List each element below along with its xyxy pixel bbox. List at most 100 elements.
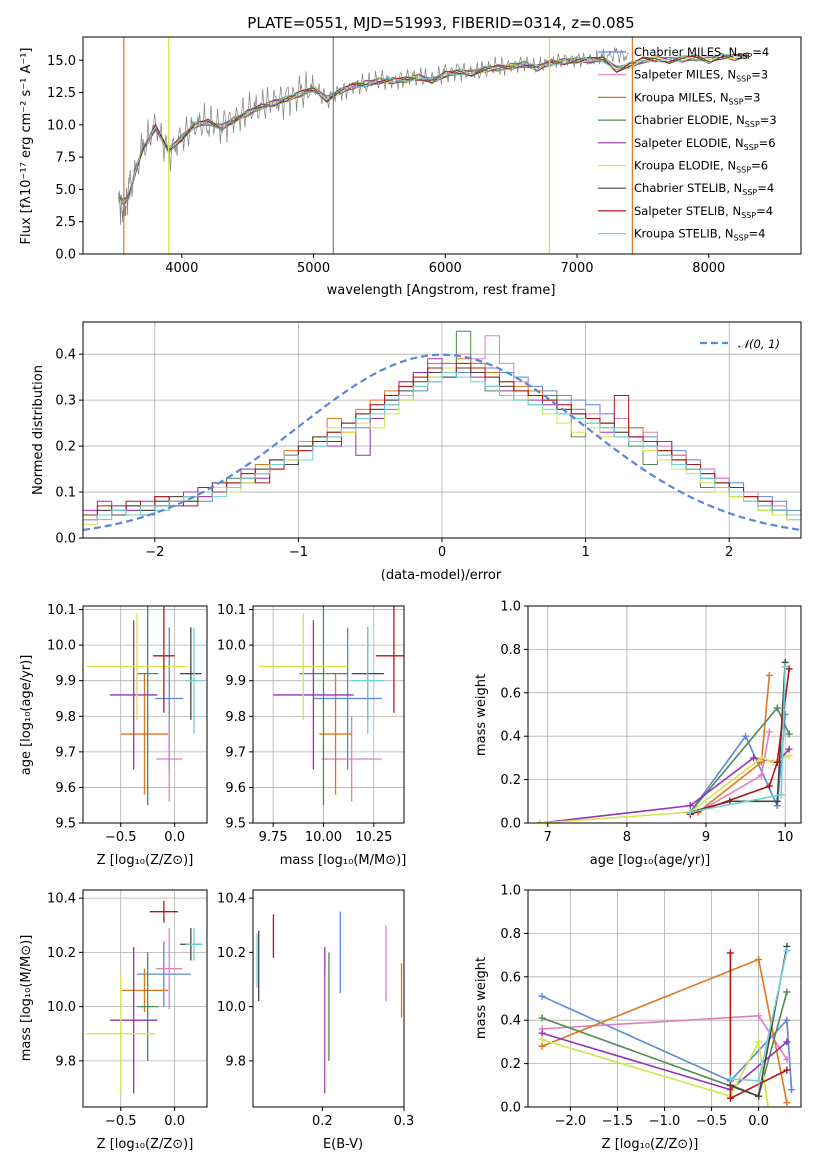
x-tick-label: −0.5 [105, 1114, 137, 1129]
mass-weight-line [541, 995, 793, 1090]
legend-entry: Kroupa MILES, NSSP=3 [634, 90, 760, 106]
y-tick-label: 15.0 [47, 54, 76, 69]
mass-weight-marker [788, 1086, 796, 1094]
y-tick-label: 9.7 [55, 745, 76, 760]
x-tick-label: −1.5 [602, 1114, 634, 1129]
mass-weight-marker [781, 663, 789, 671]
x-tick-label: −2.0 [555, 1114, 587, 1129]
residuals-ylabel: Normed distribution [31, 365, 46, 495]
mass-weight-vs-age-panel: age [log₁₀(age/yr)] mass weight [474, 674, 710, 868]
y-tick-label: 9.6 [55, 781, 76, 796]
mass-weight-marker [764, 1103, 772, 1107]
mass-weight-marker [773, 758, 781, 766]
residuals-axes-frame [82, 321, 802, 539]
x-tick-label: −1 [289, 545, 308, 560]
spectrum-ylabel: Flux [fλ10⁻¹⁷ erg cm⁻² s⁻¹ A⁻¹] [19, 48, 34, 245]
y-tick-label: 9.9 [225, 674, 246, 689]
y-tick-label: 0.0 [500, 1101, 521, 1116]
residual-histogram [83, 362, 801, 538]
y-tick-label: 12.5 [47, 86, 76, 101]
mass_weight_vs_age-marks [536, 658, 793, 823]
y-tick-label: 2.5 [55, 215, 76, 230]
mass-weight-marker [538, 1014, 546, 1022]
x-tick-label: −0.5 [696, 1114, 728, 1129]
mass-weight-marker [755, 1012, 763, 1020]
y-tick-label: 1.0 [500, 600, 521, 615]
x-tick-label: 0.0 [164, 1114, 185, 1129]
age-mass-xlabel: mass [log₁₀(M/M⊙)] [280, 853, 407, 868]
mass-weight-marker [773, 704, 781, 712]
y-tick-label: 10.2 [217, 946, 246, 961]
legend-entry: Chabrier MILES, NSSP=4 [634, 45, 769, 61]
age_vs_Z-plot: −0.5 0.0 9.5 9.6 9.7 9.8 9.9 10.0 10.1 [47, 603, 208, 845]
mass-weight-marker [536, 819, 544, 823]
x-tick-label: 0.2 [312, 1114, 333, 1129]
mass-weight-marker [785, 730, 793, 738]
x-tick-label: 7 [544, 830, 552, 845]
y-tick-label: 9.6 [225, 781, 246, 796]
legend-entry: Salpeter ELODIE, NSSP=6 [634, 136, 776, 152]
residual-histogram [83, 372, 801, 538]
mass-z-xlabel: Z [log₁₀(Z/Z⊙)] [97, 1137, 194, 1152]
mass-weight-marker [755, 1092, 763, 1100]
y-tick-label: 9.8 [55, 710, 76, 725]
mass_vs_ebv-marks [256, 911, 403, 1094]
mass_weight_vs_age-plot: 7 8 9 10 0.0 0.2 0.4 0.6 0.8 1.0 [500, 600, 802, 845]
data-spectrum-line [118, 47, 629, 225]
x-tick-label: −2 [145, 545, 164, 560]
mass-vs-ebv-panel: E(B-V) [323, 1137, 363, 1152]
mass-weight-marker [538, 1042, 546, 1050]
spectrum-plot: 4000 5000 6000 7000 8000 0.0 2.5 5.0 7.5 10.0 12.5… [47, 36, 802, 276]
y-tick-label: 9.7 [225, 745, 246, 760]
x-tick-label: 4000 [165, 261, 198, 276]
residuals-marks [83, 330, 801, 538]
mass-weight-marker [757, 754, 765, 762]
age-vs-mass-panel: mass [log₁₀(M/M⊙)] [280, 853, 407, 868]
mass-weight-marker [538, 1029, 546, 1037]
age_vs_mass-plot: 9.75 10.00 10.25 9.5 9.6 9.7 9.8 9.9 10.0 10.1 [217, 603, 405, 845]
age-z-ylabel: age [log₁₀(age/yr)] [19, 655, 34, 776]
y-tick-label: 10.4 [47, 892, 76, 907]
mass-ebv-xlabel: E(B-V) [323, 1137, 363, 1152]
legend-entry: Kroupa ELODIE, NSSP=6 [634, 159, 768, 175]
legend-entry: Chabrier STELIB, NSSP=4 [634, 181, 774, 197]
y-tick-label: 5.0 [55, 183, 76, 198]
y-tick-label: 0.6 [500, 686, 521, 701]
y-tick-label: 9.8 [225, 710, 246, 725]
y-tick-label: 9.5 [55, 817, 76, 832]
age_vs_Z-marks [86, 606, 203, 806]
mass_vs_ebv-axes-frame [252, 889, 405, 1108]
mass-weight-marker [785, 752, 793, 760]
x-tick-label: 8 [623, 830, 631, 845]
y-tick-label: 0.4 [500, 730, 521, 745]
y-tick-label: 10.1 [217, 603, 246, 618]
residuals-panel: (data-model)/error Normed distribution [31, 365, 502, 583]
y-tick-label: 0.4 [500, 1014, 521, 1029]
mass-weight-marker [783, 1099, 791, 1107]
mass-z-ylabel: mass [log₁₀(M/M⊙)] [19, 935, 34, 1062]
mass-weight-marker [726, 949, 734, 957]
mass_weight_vs_Z-plot: −2.0 −1.5 −1.0 −0.5 0.0 0.0 0.2 0.4 0.6 0.8 1.0 [500, 884, 802, 1129]
y-tick-label: 10.1 [47, 603, 76, 618]
y-tick-label: 0.3 [55, 394, 76, 409]
x-tick-label: 1 [581, 545, 589, 560]
mass-weight-marker [755, 955, 763, 963]
y-tick-label: 0.0 [500, 817, 521, 832]
x-tick-label: −0.5 [105, 830, 137, 845]
mass-weight-marker [750, 754, 758, 762]
mass-vs-metallicity-panel: Z [log₁₀(Z/Z⊙)] mass [log₁₀(M/M⊙)] [19, 935, 193, 1152]
y-tick-label: 10.0 [47, 118, 76, 133]
x-tick-label: 0.0 [748, 1114, 769, 1129]
x-tick-label: 8000 [692, 261, 725, 276]
legend-entry: Chabrier ELODIE, NSSP=3 [634, 113, 777, 129]
mass-weight-marker [783, 947, 791, 955]
mass_weight_vs_age-axes-frame [527, 605, 802, 824]
mass-weight-marker [777, 791, 785, 799]
y-tick-label: 0.4 [55, 348, 76, 363]
x-tick-label: 10 [777, 830, 794, 845]
x-tick-label: 9.75 [259, 830, 288, 845]
y-tick-label: 9.5 [225, 817, 246, 832]
mass-weight-marker [538, 1036, 546, 1044]
mw-z-ylabel: mass weight [474, 957, 489, 1039]
spectrum-xlabel: wavelength [Angstrom, rest frame] [327, 283, 556, 298]
